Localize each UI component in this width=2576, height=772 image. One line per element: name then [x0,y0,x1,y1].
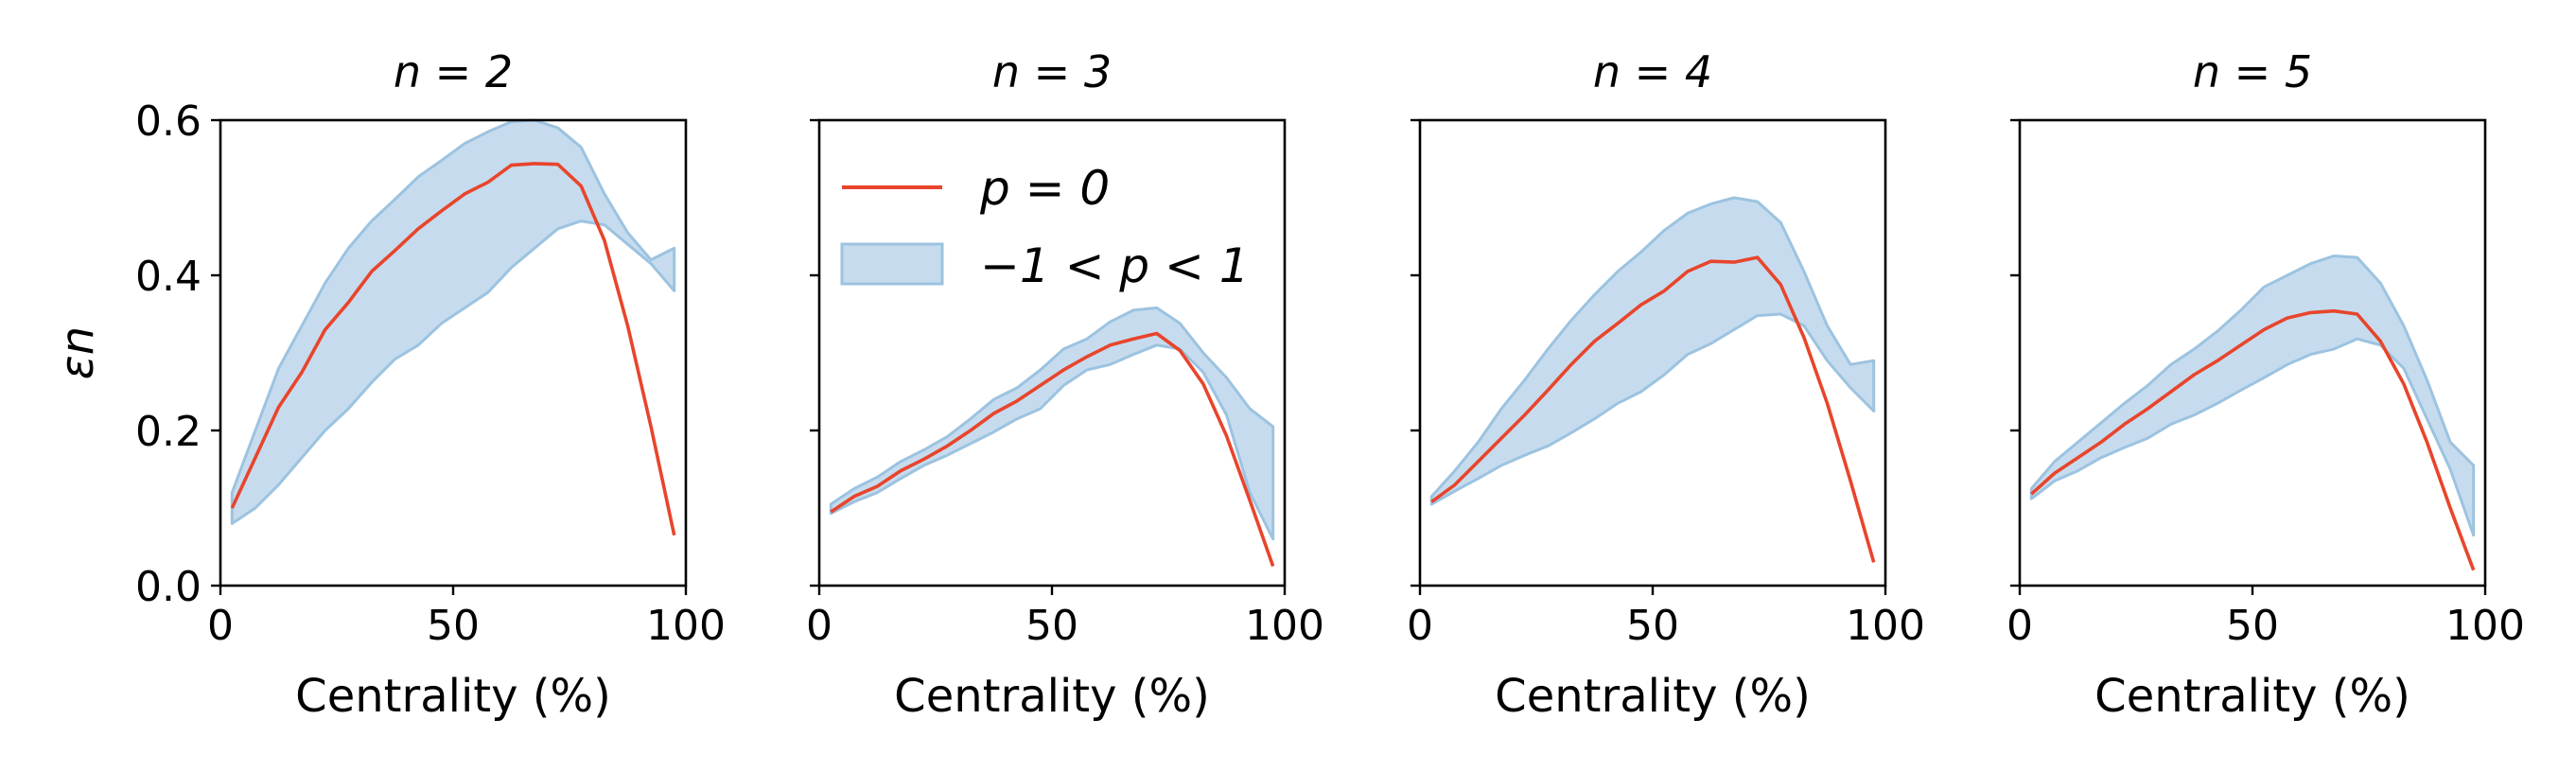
x-tick-label: 0 [207,602,234,650]
panel-title: n = 5 [2193,46,2312,97]
band-series [829,306,1275,541]
legend-band-swatch [840,242,944,286]
x-tick-label: 50 [1025,602,1078,650]
panel-title: n = 4 [1593,46,1712,97]
legend-label-band: −1 < p < 1 [980,238,1250,293]
x-tick-label: 100 [2445,602,2525,650]
x-tick-label: 0 [1407,602,1433,650]
band-series [230,118,676,525]
y-tick-label: 0.2 [135,408,202,456]
band-series [2029,254,2476,537]
panel-2: 0 50 100 n = 3 Centrality (%) p = 0 −1 < p < 1 [806,46,1324,723]
x-axis-label: Centrality (%) [1495,670,1811,723]
line-series [230,162,676,536]
line-series [1430,255,1876,563]
x-tick-label: 50 [1626,602,1679,650]
panel-4: 0 50 100 n = 5 Centrality (%) [2006,46,2525,723]
panel-1: 0 50 100 0.0 0.2 0.4 0.6 n = 2 Centrality (%) εn [51,46,726,723]
panel-title: n = 2 [394,46,513,97]
x-tick-label: 50 [2226,602,2279,650]
panel-3: 0 50 100 n = 4 Centrality (%) [1407,46,1925,723]
legend-label-line: p = 0 [979,161,1110,216]
y-tick-label: 0.4 [135,253,202,301]
x-tick-label: 50 [427,602,480,650]
panel-title: n = 3 [992,46,1112,97]
x-tick-label: 100 [1245,602,1324,650]
x-axis-label: Centrality (%) [295,670,611,723]
y-tick-label: 0.0 [135,563,202,611]
x-axis-label: Centrality (%) [2094,670,2410,723]
line-series [2030,308,2476,571]
x-tick-label: 100 [646,602,726,650]
y-tick-label: 0.6 [135,97,202,146]
x-tick-label: 100 [1846,602,1925,650]
x-tick-label: 0 [806,602,832,650]
band-series [1429,196,1876,506]
legend: p = 0 −1 < p < 1 [840,161,1250,293]
line-series [830,331,1275,568]
x-tick-label: 0 [2006,602,2033,650]
y-axis-label: εn [51,326,104,379]
x-axis-label: Centrality (%) [894,670,1210,723]
